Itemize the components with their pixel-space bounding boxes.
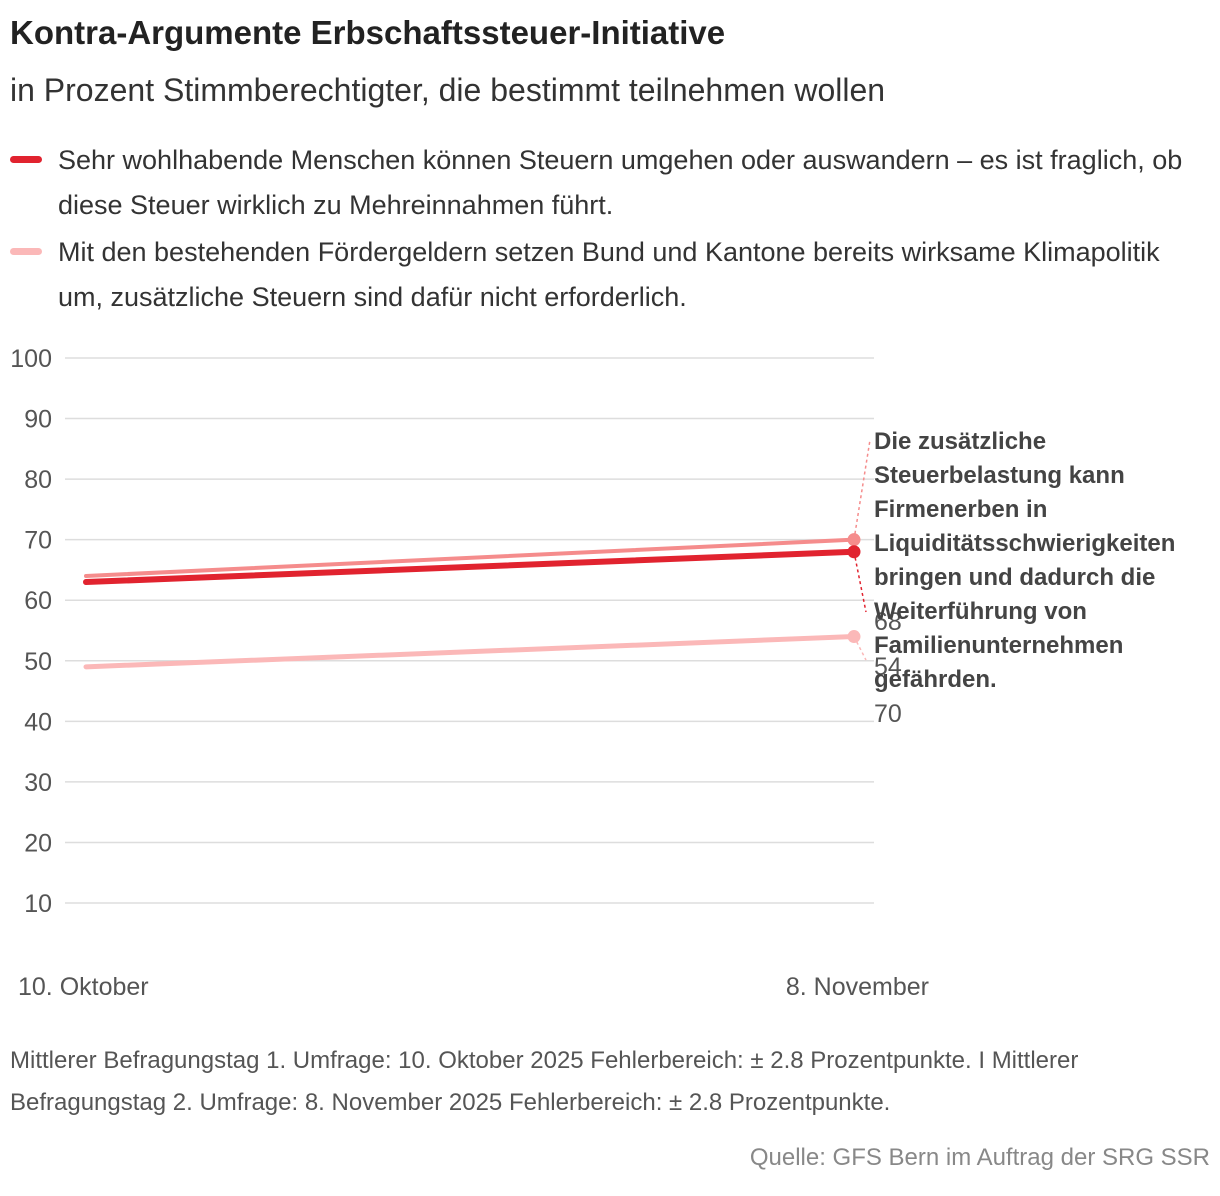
line-chart: 100 90 80 70 60 50 40 30 20 10 10. Oktober 8. Novem… [10,345,1175,1001]
annotation-line-1: Die zusätzliche [874,428,1046,455]
legend-item-wealthy: Sehr wohlhabende Menschen können Steuern… [10,138,1210,228]
end-label-1: 68 [874,608,902,636]
legend-swatch-wealthy [10,156,42,163]
annotation-text: Die zusätzliche Steuerbelastung kann Firme… [874,428,1175,693]
y-tick-label-90: 90 [24,406,52,434]
series-line-1 [83,548,857,586]
end-label-leader-2 [853,636,867,661]
x-tick-label-1: 10. Oktober [18,973,149,1001]
annotation-line-3: Firmenerben in [874,496,1047,523]
y-tick-label-30: 30 [24,769,52,797]
chart-subtitle: in Prozent Stimmberechtigter, die bestim… [10,72,886,108]
legend-label-wealthy: Sehr wohlhabende Menschen können Steuern… [58,145,1183,220]
annotation-line-8: gefährden. [874,666,997,693]
legend-label-climate: Mit den bestehenden Fördergeldern setzen… [58,237,1160,312]
end-label-2: 54 [874,653,902,681]
annotation-line-2: Steuerbelastung kann [874,462,1125,489]
legend-swatch-climate [10,248,42,255]
annotation-line-5: bringen und dadurch die [874,564,1155,591]
y-tick-label-70: 70 [24,527,52,555]
y-tick-label-80: 80 [24,466,52,494]
series-line-2 [83,634,857,670]
annotation-line-4: Liquiditätsschwierigkeiten [874,530,1175,557]
y-tick-label-60: 60 [24,587,52,615]
x-tick-label-2: 8. November [786,973,929,1001]
legend-item-climate: Mit den bestehenden Fördergeldern setzen… [10,230,1210,320]
end-label-leader-3 [853,439,871,540]
y-tick-label-50: 50 [24,648,52,676]
end-label-leader-1 [853,551,867,613]
source-credit: Quelle: GFS Bern im Auftrag der SRG SSR [749,1144,1210,1171]
chart-title: Kontra-Argumente Erbschaftssteuer-Initia… [10,14,726,51]
end-label-3: 70 [874,700,902,728]
y-tick-label-40: 40 [24,708,52,736]
annotation-line-6: Weiterführung von [874,598,1087,625]
footnote: Mittlerer Befragungstag 1. Umfrage: 10. … [10,1047,1079,1116]
y-tick-label-100: 100 [10,345,52,373]
series-line-3 [84,537,856,578]
legend: Sehr wohlhabende Menschen können Steuern… [10,138,1210,322]
y-tick-label-20: 20 [24,829,52,857]
y-tick-label-10: 10 [24,890,52,918]
annotation-line-7: Familienunternehmen [874,632,1123,659]
